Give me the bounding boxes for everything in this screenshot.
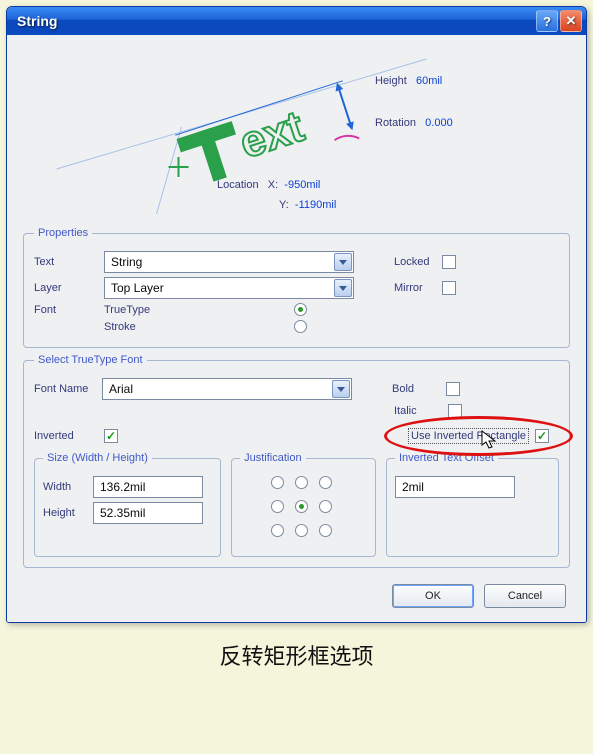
location-label: Location: [217, 179, 259, 191]
location-y-value: -1190mil: [295, 199, 336, 211]
preview-panel: ext Height 60mil: [25, 49, 568, 219]
locked-label: Locked: [394, 256, 442, 268]
fontname-value: Arial: [109, 382, 133, 396]
ttfont-group: Select TrueType Font Font Name Arial Bol…: [23, 354, 570, 568]
properties-legend: Properties: [34, 227, 92, 239]
text-combo[interactable]: String: [104, 251, 354, 273]
use-inverted-rectangle-group: Use Inverted Rectangle: [398, 426, 559, 446]
justification-legend: Justification: [240, 452, 305, 464]
justification-radio-4[interactable]: [295, 500, 308, 513]
height-value: 60mil: [416, 75, 442, 87]
size-group: Size (Width / Height) Width Height: [34, 452, 221, 557]
text-label: Text: [34, 256, 104, 268]
bold-label: Bold: [392, 383, 446, 395]
dialog-window: String ? ✕ ext: [6, 6, 587, 623]
button-bar: OK Cancel: [21, 574, 572, 610]
properties-group: Properties Text String Locked Layer Top …: [23, 227, 570, 348]
preview-svg: ext: [25, 49, 568, 219]
use-inverted-rectangle-checkbox[interactable]: [535, 429, 549, 443]
close-button[interactable]: ✕: [560, 10, 582, 32]
fontname-label: Font Name: [34, 383, 102, 395]
ttfont-legend: Select TrueType Font: [34, 354, 147, 366]
mirror-checkbox[interactable]: [442, 281, 456, 295]
chevron-down-icon: [334, 279, 352, 297]
inverted-label: Inverted: [34, 430, 104, 442]
size-height-label: Height: [43, 507, 93, 519]
justification-radio-8[interactable]: [319, 524, 332, 537]
size-legend: Size (Width / Height): [43, 452, 152, 464]
help-button[interactable]: ?: [536, 10, 558, 32]
size-width-label: Width: [43, 481, 93, 493]
size-width-input[interactable]: [93, 476, 203, 498]
truetype-label: TrueType: [104, 304, 294, 316]
justification-radio-6[interactable]: [271, 524, 284, 537]
location-x-value: -950mil: [284, 179, 320, 191]
justification-radio-0[interactable]: [271, 476, 284, 489]
fontname-combo[interactable]: Arial: [102, 378, 352, 400]
figure-caption: 反转矩形框选项: [0, 639, 593, 671]
stroke-label: Stroke: [104, 321, 294, 333]
client-area: ext Height 60mil: [7, 35, 586, 622]
rotation-value: 0.000: [425, 117, 453, 129]
italic-checkbox[interactable]: [448, 404, 462, 418]
justification-group: Justification: [231, 452, 376, 557]
titlebar: String ? ✕: [7, 7, 586, 35]
window-title: String: [17, 13, 534, 29]
inverted-checkbox[interactable]: [104, 429, 118, 443]
mirror-label: Mirror: [394, 282, 442, 294]
layer-combo[interactable]: Top Layer: [104, 277, 354, 299]
stroke-radio[interactable]: [294, 320, 307, 333]
inverted-offset-group: Inverted Text Offset: [386, 452, 559, 557]
ok-button[interactable]: OK: [392, 584, 474, 608]
svg-text:ext: ext: [234, 102, 310, 168]
inverted-offset-input[interactable]: [395, 476, 515, 498]
location-y-label: Y:: [279, 199, 289, 211]
rotation-label: Rotation: [375, 117, 416, 129]
chevron-down-icon: [334, 253, 352, 271]
layer-label: Layer: [34, 282, 104, 294]
inverted-offset-legend: Inverted Text Offset: [395, 452, 498, 464]
use-inverted-rectangle-label: Use Inverted Rectangle: [408, 428, 529, 444]
justification-radio-1[interactable]: [295, 476, 308, 489]
justification-radio-7[interactable]: [295, 524, 308, 537]
justification-radio-5[interactable]: [319, 500, 332, 513]
justification-radio-3[interactable]: [271, 500, 284, 513]
locked-checkbox[interactable]: [442, 255, 456, 269]
size-height-input[interactable]: [93, 502, 203, 524]
truetype-radio[interactable]: [294, 303, 307, 316]
chevron-down-icon: [332, 380, 350, 398]
height-label: Height: [375, 75, 407, 87]
layer-value: Top Layer: [111, 281, 164, 295]
text-value: String: [111, 255, 142, 269]
bold-checkbox[interactable]: [446, 382, 460, 396]
font-label: Font: [34, 304, 104, 316]
cancel-button[interactable]: Cancel: [484, 584, 566, 608]
italic-label: Italic: [394, 405, 448, 417]
justification-radio-2[interactable]: [319, 476, 332, 489]
location-x-label: X:: [268, 179, 278, 191]
justification-grid: [240, 472, 367, 546]
